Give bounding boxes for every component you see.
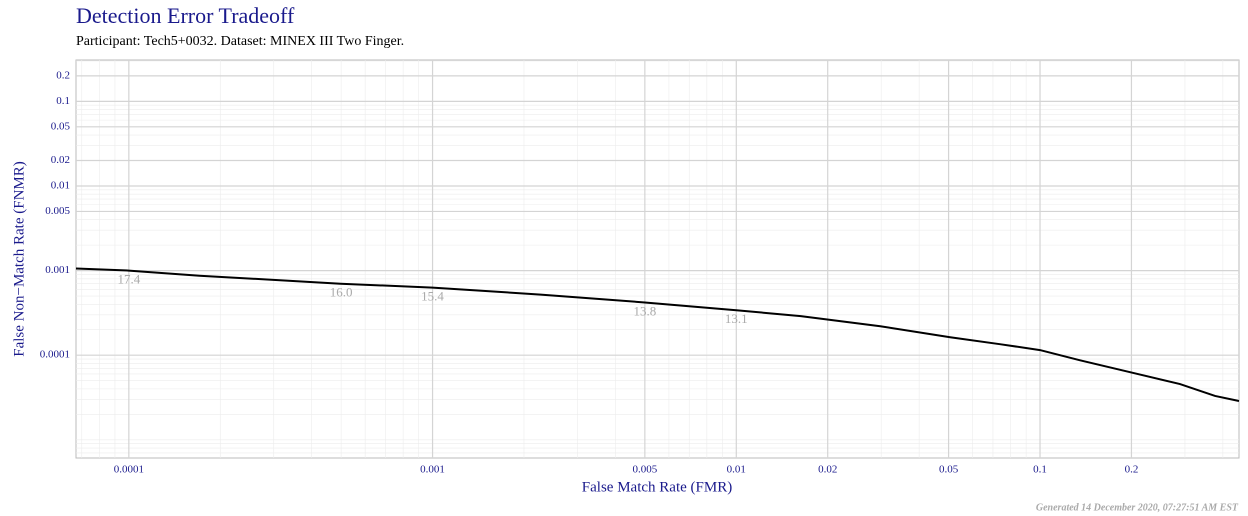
- x-tick-label: 0.2: [1125, 464, 1139, 476]
- chart-title: Detection Error Tradeoff: [76, 3, 295, 28]
- y-tick-label: 0.005: [45, 205, 70, 217]
- x-tick-label: 0.1: [1033, 464, 1047, 476]
- x-tick-label: 0.05: [939, 464, 959, 476]
- x-tick-label: 0.01: [727, 464, 746, 476]
- x-tick-label: 0.02: [818, 464, 837, 476]
- x-tick-label: 0.001: [420, 464, 445, 476]
- y-tick-label: 0.0001: [40, 349, 70, 361]
- threshold-label: 17.4: [117, 272, 140, 287]
- y-tick-label: 0.01: [51, 179, 70, 191]
- threshold-label: 16.0: [330, 285, 353, 300]
- y-tick-label: 0.05: [51, 120, 71, 132]
- y-tick-label: 0.02: [51, 154, 70, 166]
- chart-subtitle: Participant: Tech5+0032. Dataset: MINEX …: [76, 34, 404, 49]
- y-axis-label: False Non−Match Rate (FNMR): [11, 161, 27, 357]
- y-tick-label: 0.1: [56, 95, 70, 107]
- footer: Generated 14 December 2020, 07:27:51 AM …: [1036, 502, 1239, 513]
- threshold-label: 13.8: [633, 303, 656, 318]
- threshold-label: 13.1: [725, 311, 748, 326]
- det-curve: [75, 267, 1240, 402]
- plot-area: [75, 59, 1240, 459]
- threshold-label: 15.4: [421, 289, 444, 304]
- y-tick-label: 0.001: [45, 264, 70, 276]
- x-tick-label: 0.0001: [114, 464, 144, 476]
- y-tick-label: 0.2: [56, 69, 70, 81]
- x-axis-label: False Match Rate (FMR): [582, 479, 732, 495]
- x-tick-label: 0.005: [632, 464, 657, 476]
